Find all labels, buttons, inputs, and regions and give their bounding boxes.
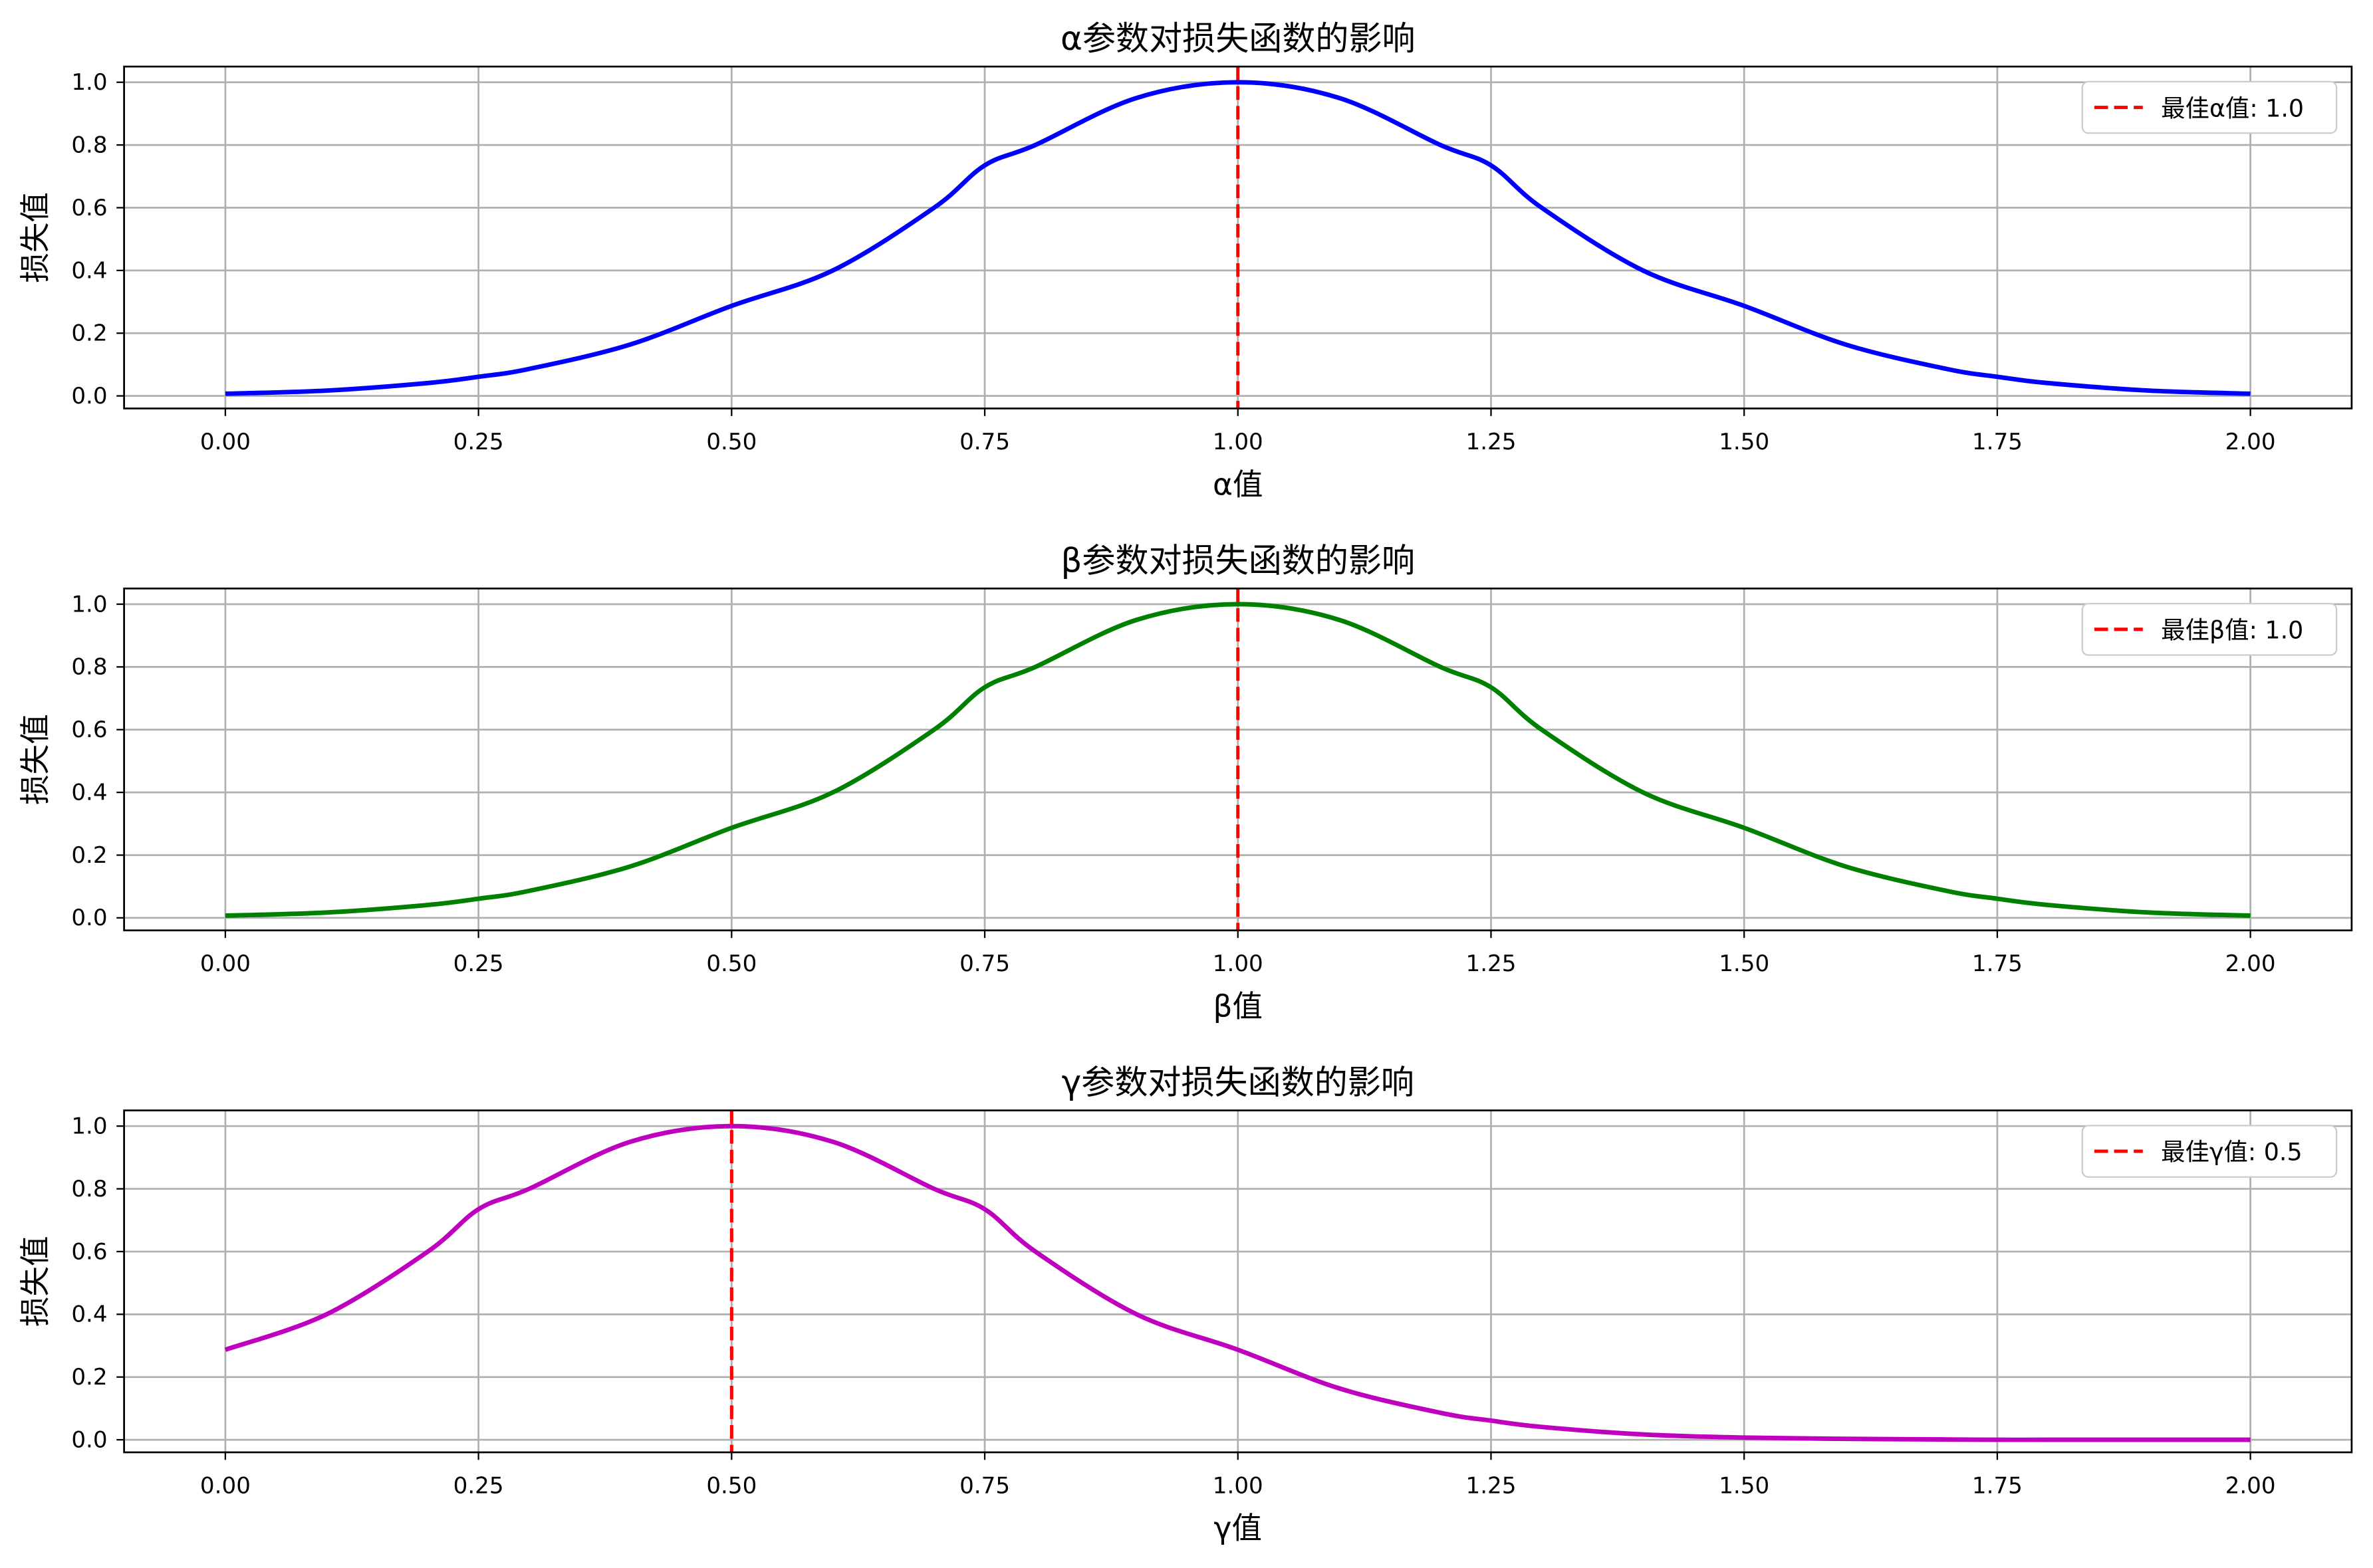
x-tick-label: 1.00	[1213, 951, 1263, 977]
x-tick-label: 1.50	[1719, 1472, 1769, 1499]
y-tick-label: 0.0	[71, 383, 107, 409]
axes-frame	[123, 587, 2353, 932]
legend-box	[2081, 602, 2338, 656]
y-tick-label: 0.6	[71, 195, 107, 221]
legend-label: 最佳α值: 1.0	[2161, 94, 2304, 122]
axes-frame	[123, 65, 2353, 409]
x-tick-label: 0.25	[453, 951, 504, 977]
y-tick-label: 0.4	[71, 779, 107, 806]
x-tick-label: 1.25	[1465, 429, 1516, 455]
x-tick-label: 1.75	[1972, 429, 2023, 455]
series-line-1	[225, 602, 2251, 918]
legend-box	[2081, 80, 2338, 134]
x-tick-label: 0.50	[706, 429, 757, 455]
x-tick-label: 2.00	[2225, 429, 2276, 455]
x-tick-label: 0.75	[959, 951, 1010, 977]
x-tick-label: 0.75	[959, 429, 1010, 455]
y-tick-label: 0.4	[71, 257, 107, 284]
x-tick-label: 0.00	[200, 951, 251, 977]
x-axis-label: β值	[1213, 988, 1263, 1024]
x-tick-label: 1.25	[1465, 951, 1516, 977]
x-tick-label: 0.00	[200, 1472, 251, 1499]
subplot-1: 0.00 0.25 0.50 0.75 1.00 1.25 1.50 1.75 2.00 0.0 0…	[17, 19, 2353, 502]
x-tick-label: 1.00	[1213, 1472, 1263, 1499]
x-tick-label: 0.50	[706, 951, 757, 977]
y-tick-label: 0.2	[71, 1364, 107, 1391]
x-tick-label: 2.00	[2225, 1472, 2276, 1499]
legend: 最佳γ值: 0.5	[2081, 1125, 2338, 1178]
x-axis-label: α值	[1213, 467, 1263, 502]
y-tick-label: 0.2	[71, 842, 107, 869]
legend: 最佳α值: 1.0	[2081, 80, 2338, 134]
chart-title: α参数对损失函数的影响	[1061, 19, 1416, 58]
x-tick-label: 0.25	[453, 429, 504, 455]
legend-box	[2081, 1125, 2338, 1178]
x-tick-label: 1.75	[1972, 1472, 2023, 1499]
y-tick-label: 0.2	[71, 320, 107, 347]
y-tick-label: 0.6	[71, 1238, 107, 1265]
x-tick-label: 1.50	[1719, 429, 1769, 455]
y-axis-label: 损失值	[17, 1236, 53, 1327]
x-tick-label: 0.00	[200, 429, 251, 455]
y-tick-label: 0.0	[71, 1426, 107, 1453]
legend-label: 最佳γ值: 0.5	[2161, 1138, 2303, 1167]
y-tick-label: 0.0	[71, 905, 107, 931]
subplot-2: 0.00 0.25 0.50 0.75 1.00 1.25 1.50 1.75 2.00 0.0 0…	[17, 541, 2353, 1024]
y-tick-label: 0.4	[71, 1301, 107, 1328]
y-tick-label: 0.8	[71, 654, 107, 681]
y-tick-label: 1.0	[71, 591, 107, 617]
x-tick-label: 0.75	[959, 1472, 1010, 1499]
y-tick-label: 1.0	[71, 69, 107, 96]
legend: 最佳β值: 1.0	[2081, 602, 2338, 656]
x-tick-label: 0.25	[453, 1472, 504, 1499]
y-tick-label: 0.6	[71, 717, 107, 743]
axes-frame	[123, 1109, 2353, 1454]
x-axis-label: γ值	[1214, 1511, 1262, 1546]
y-tick-label: 1.0	[71, 1113, 107, 1140]
y-axis-label: 损失值	[17, 714, 53, 805]
y-tick-label: 0.8	[71, 1176, 107, 1202]
x-tick-label: 2.00	[2225, 951, 2276, 977]
x-tick-label: 1.25	[1465, 1472, 1516, 1499]
y-axis-label: 损失值	[17, 192, 53, 283]
subplot-3: 0.00 0.25 0.50 0.75 1.00 1.25 1.50 1.75 2.00 0.0 0…	[17, 1064, 2353, 1546]
chart-title: γ参数对损失函数的影响	[1062, 1064, 1414, 1102]
chart-title: β参数对损失函数的影响	[1061, 541, 1415, 580]
y-tick-label: 0.8	[71, 132, 107, 159]
x-tick-label: 1.00	[1213, 429, 1263, 455]
x-tick-label: 1.75	[1972, 951, 2023, 977]
x-tick-label: 1.50	[1719, 951, 1769, 977]
x-tick-label: 0.50	[706, 1472, 757, 1499]
legend-label: 最佳β值: 1.0	[2161, 616, 2303, 644]
series-line-1	[225, 80, 2251, 396]
series-line-1	[224, 1123, 2251, 1442]
